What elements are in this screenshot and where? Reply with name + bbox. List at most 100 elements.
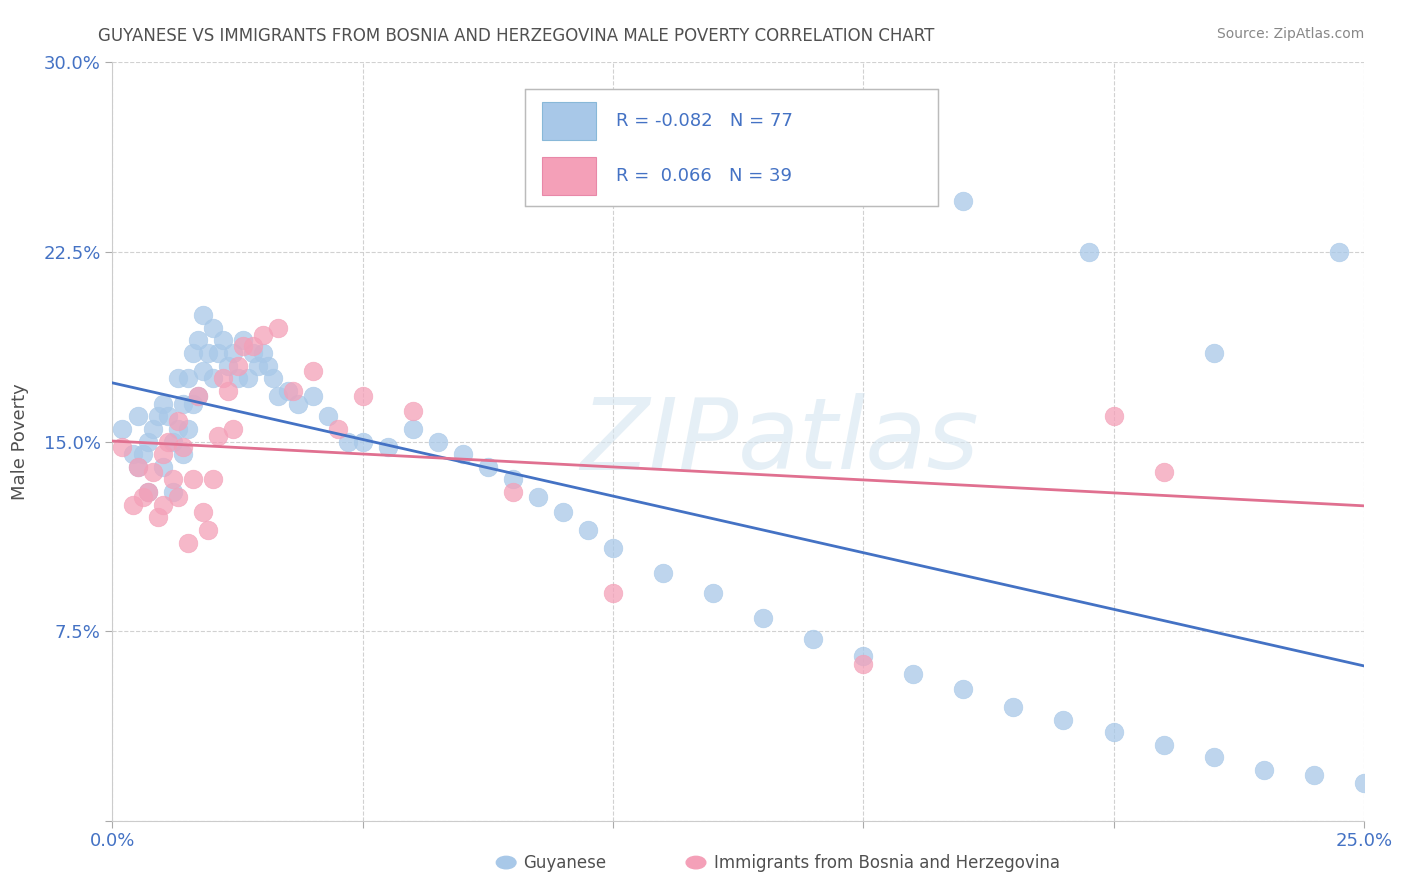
Point: [166, 414, 188, 428]
Point: [352, 434, 374, 449]
Point: [111, 422, 134, 436]
Point: [162, 485, 184, 500]
Point: [201, 371, 224, 385]
Point: [156, 409, 179, 424]
Point: [1052, 713, 1074, 727]
Point: [121, 447, 143, 461]
Point: [226, 359, 249, 373]
Point: [702, 586, 724, 600]
Point: [502, 473, 524, 487]
Point: [1153, 738, 1175, 752]
Point: [252, 346, 274, 360]
Text: Guyanese: Guyanese: [523, 854, 606, 871]
Text: ZIP: ZIP: [579, 393, 738, 490]
Point: [176, 535, 198, 549]
Point: [301, 389, 323, 403]
Point: [256, 359, 278, 373]
Point: [246, 359, 269, 373]
Point: [172, 447, 194, 461]
Point: [426, 434, 449, 449]
Point: [191, 364, 214, 378]
Point: [1353, 776, 1375, 790]
Point: [652, 566, 675, 580]
Point: [236, 371, 259, 385]
Point: [252, 328, 274, 343]
Point: [152, 396, 174, 410]
Point: [226, 371, 249, 385]
Point: [187, 389, 209, 403]
Point: [201, 473, 224, 487]
Point: [127, 459, 149, 474]
Point: [127, 409, 149, 424]
Point: [377, 440, 399, 454]
Point: [1327, 244, 1350, 259]
Point: [1102, 725, 1125, 739]
Point: [211, 371, 233, 385]
Point: [801, 632, 824, 646]
Point: [162, 434, 184, 449]
Point: [207, 429, 229, 443]
Point: [221, 346, 243, 360]
Point: [551, 505, 574, 519]
Point: [127, 459, 149, 474]
Point: [1302, 768, 1324, 782]
Point: [262, 371, 284, 385]
Point: [146, 409, 169, 424]
Point: [217, 359, 239, 373]
Point: [952, 682, 974, 697]
Point: [152, 447, 174, 461]
Point: [166, 371, 188, 385]
Y-axis label: Male Poverty: Male Poverty: [11, 384, 30, 500]
Point: [197, 523, 219, 537]
Point: [191, 308, 214, 322]
Point: [1153, 465, 1175, 479]
Point: [181, 346, 204, 360]
Point: [211, 334, 233, 348]
Text: Source: ZipAtlas.com: Source: ZipAtlas.com: [1216, 27, 1364, 41]
Point: [281, 384, 304, 398]
Point: [527, 490, 550, 504]
Point: [111, 440, 134, 454]
Point: [852, 649, 875, 664]
Point: [187, 334, 209, 348]
Point: [752, 611, 775, 625]
Point: [277, 384, 299, 398]
Point: [952, 194, 974, 209]
Point: [172, 396, 194, 410]
Point: [1002, 699, 1025, 714]
Point: [121, 498, 143, 512]
Point: [166, 490, 188, 504]
Point: [326, 422, 349, 436]
Text: Immigrants from Bosnia and Herzegovina: Immigrants from Bosnia and Herzegovina: [714, 854, 1060, 871]
Point: [176, 422, 198, 436]
Point: [146, 510, 169, 524]
Text: GUYANESE VS IMMIGRANTS FROM BOSNIA AND HERZEGOVINA MALE POVERTY CORRELATION CHAR: GUYANESE VS IMMIGRANTS FROM BOSNIA AND H…: [98, 27, 935, 45]
Point: [602, 541, 624, 555]
Point: [903, 667, 925, 681]
Point: [181, 396, 204, 410]
Point: [172, 440, 194, 454]
Point: [852, 657, 875, 671]
Point: [131, 490, 153, 504]
Point: [197, 346, 219, 360]
Point: [336, 434, 359, 449]
Point: [477, 459, 499, 474]
Point: [242, 338, 264, 352]
Point: [451, 447, 474, 461]
Point: [152, 498, 174, 512]
Point: [1102, 409, 1125, 424]
Point: [176, 371, 198, 385]
Point: [136, 434, 159, 449]
Point: [1253, 763, 1275, 777]
Point: [141, 465, 163, 479]
Point: [136, 485, 159, 500]
Point: [162, 473, 184, 487]
Point: [316, 409, 339, 424]
Point: [156, 434, 179, 449]
Point: [187, 389, 209, 403]
Point: [1077, 244, 1099, 259]
Point: [141, 422, 163, 436]
Point: [217, 384, 239, 398]
Text: atlas: atlas: [738, 393, 980, 490]
Point: [1202, 750, 1225, 764]
